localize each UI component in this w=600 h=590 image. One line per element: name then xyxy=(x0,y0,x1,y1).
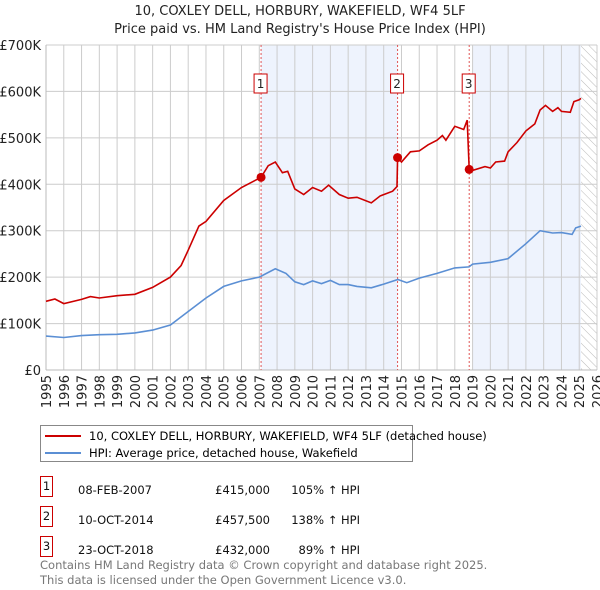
sale-marker-number: 2 xyxy=(393,77,401,91)
sale-date: 10-OCT-2014 xyxy=(78,513,154,527)
y-tick-label: £400K xyxy=(0,178,41,193)
hpi-series-line xyxy=(45,225,582,339)
x-tick-label: 2021 xyxy=(502,375,517,408)
x-tick-label: 2007 xyxy=(253,375,268,408)
shaded-period xyxy=(261,45,398,370)
sale-price: £457,500 xyxy=(215,513,270,527)
sale-point xyxy=(393,153,403,163)
x-tick-label: 1999 xyxy=(111,375,126,408)
sale-marker-box xyxy=(461,73,476,94)
x-tick-label: 2012 xyxy=(342,375,357,408)
x-tick-label: 2018 xyxy=(449,375,464,408)
x-tick-label: 2014 xyxy=(378,375,393,408)
x-tick-label: 2000 xyxy=(129,375,144,408)
x-tick-label: 2015 xyxy=(395,375,410,408)
x-tick-label: 2004 xyxy=(200,375,215,408)
x-tick-label: 2003 xyxy=(182,375,197,408)
x-tick-label: 2010 xyxy=(307,375,322,408)
x-tick-label: 2011 xyxy=(324,375,339,408)
y-tick-label: £200K xyxy=(0,271,41,286)
x-tick-label: 2020 xyxy=(484,375,499,408)
chart-subtitle: Price paid vs. HM Land Registry's House … xyxy=(114,22,486,37)
property-series-line xyxy=(45,97,582,305)
y-tick-label: £100K xyxy=(0,318,41,333)
x-tick-label: 2009 xyxy=(289,375,304,408)
footer-copyright: Contains HM Land Registry data © Crown c… xyxy=(40,558,488,572)
legend-swatch-blue xyxy=(45,452,81,454)
x-tick-label: 2008 xyxy=(271,375,286,408)
x-tick-label: 2005 xyxy=(218,375,233,408)
sale-price: £415,000 xyxy=(215,483,270,497)
x-tick-label: 2001 xyxy=(147,375,162,408)
x-tick-label: 2002 xyxy=(164,375,179,408)
x-tick-label: 2023 xyxy=(538,375,553,408)
sale-number-badge: 1 xyxy=(40,476,53,497)
sale-point xyxy=(256,172,266,182)
x-tick-label: 1998 xyxy=(93,375,108,408)
x-tick-label: 2019 xyxy=(467,375,482,408)
legend: 10, COXLEY DELL, HORBURY, WAKEFIELD, WF4… xyxy=(40,425,487,462)
y-tick-label: £600K xyxy=(0,85,41,100)
x-tick-label: 2013 xyxy=(360,375,375,408)
shaded-period xyxy=(472,45,582,370)
x-tick-label: 1997 xyxy=(76,375,91,408)
x-tick-label: 1995 xyxy=(40,375,55,408)
sale-hpi-change: 105% ↑ HPI xyxy=(291,483,360,497)
sale-date: 08-FEB-2007 xyxy=(78,483,152,497)
plot-area: 1995 1996 1997 1998 1999 2000 2001 2002 2003 2004… xyxy=(0,39,600,408)
sale-price: £432,000 xyxy=(215,543,270,557)
legend-swatch-red xyxy=(45,435,81,437)
sale-marker-number: 3 xyxy=(465,77,473,91)
y-tick-label: £500K xyxy=(0,132,41,147)
x-tick-label: 2025 xyxy=(573,375,588,408)
sale-number-badge: 3 xyxy=(40,536,53,557)
x-tick-label: 1996 xyxy=(58,375,73,408)
x-tick-label: 2024 xyxy=(555,375,570,408)
sale-date: 23-OCT-2018 xyxy=(78,543,154,557)
y-tick-label: £300K xyxy=(0,225,41,240)
sale-hpi-change: 89% ↑ HPI xyxy=(298,543,360,557)
y-tick-label: £700K xyxy=(0,39,41,54)
x-tick-label: 2016 xyxy=(413,375,428,408)
x-tick-label: 2022 xyxy=(520,375,535,408)
y-tick-label: £0 xyxy=(24,364,41,379)
sale-marker-box xyxy=(390,73,405,94)
legend-label: HPI: Average price, detached house, Wake… xyxy=(89,446,358,460)
sale-point xyxy=(464,164,474,174)
x-tick-label: 2026 xyxy=(591,375,600,408)
sale-marker-box xyxy=(253,73,268,94)
sale-marker-number: 1 xyxy=(257,77,265,91)
x-tick-label: 2017 xyxy=(431,375,446,408)
sale-number-badge: 2 xyxy=(40,506,53,527)
x-tick-label: 2006 xyxy=(236,375,251,408)
legend-label: 10, COXLEY DELL, HORBURY, WAKEFIELD, WF4… xyxy=(89,429,487,443)
legend-item-property: 10, COXLEY DELL, HORBURY, WAKEFIELD, WF4… xyxy=(45,429,487,443)
forecast-hatch xyxy=(581,45,597,370)
legend-item-hpi: HPI: Average price, detached house, Wake… xyxy=(45,446,358,460)
sale-hpi-change: 138% ↑ HPI xyxy=(291,513,360,527)
chart-title: 10, COXLEY DELL, HORBURY, WAKEFIELD, WF4… xyxy=(134,4,466,19)
footer-licence: This data is licensed under the Open Gov… xyxy=(40,573,407,587)
